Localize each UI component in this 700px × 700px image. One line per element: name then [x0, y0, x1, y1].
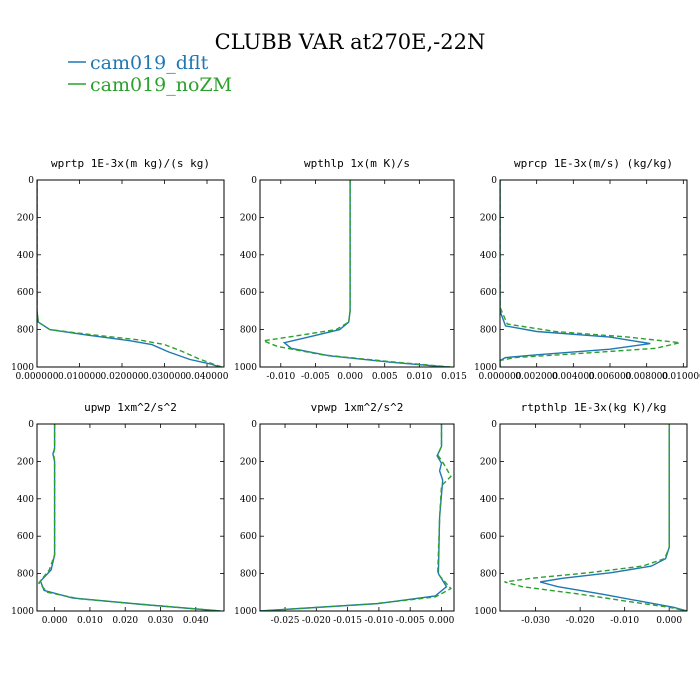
y-tick-label: 600 [17, 288, 34, 298]
x-tick-label: 0.020 [112, 616, 138, 626]
x-tick-label: 0.000 [429, 616, 455, 626]
y-tick-label: 1000 [474, 607, 497, 617]
y-tick-label: 200 [480, 213, 497, 223]
figure-title: CLUBB VAR at270E,-22N [215, 30, 486, 54]
y-tick-label: 0 [251, 420, 257, 430]
panel-2: wpthlp 1x(m K)/s 0 200 400 600 800 1000 -0.010-… [234, 157, 467, 382]
x-tick-label: 0.030 [148, 616, 174, 626]
series-line-cam019_noZM [504, 424, 687, 611]
panel-title: vpwp 1xm^2/s^2 [311, 401, 404, 414]
legend-label-nozm: cam019_noZM [90, 74, 232, 96]
y-tick-label: 600 [17, 532, 34, 542]
x-tick-label: 0.000 [42, 616, 68, 626]
x-tick-label: -0.005 [301, 372, 330, 382]
y-tick-label: 200 [240, 213, 257, 223]
y-tick-label: 400 [240, 495, 257, 505]
series-line-cam019_noZM [260, 180, 451, 367]
y-tick-label: 1000 [11, 363, 34, 373]
plot-frame [499, 423, 688, 612]
y-tick-label: 400 [240, 251, 257, 261]
x-tick-label: 0.020000 [101, 372, 144, 382]
x-tick-label: 0.040 [183, 616, 209, 626]
panel-title: wpthlp 1x(m K)/s [304, 157, 410, 170]
y-tick-label: 0 [28, 176, 34, 186]
x-tick-label: -0.005 [396, 616, 425, 626]
plot-frame [36, 423, 225, 612]
y-tick-label: 1000 [234, 363, 257, 373]
x-tick-label: 0.004000 [552, 372, 595, 382]
y-tick-label: 1000 [474, 363, 497, 373]
x-tick-label: 0.000000 [16, 372, 59, 382]
x-tick-label: -0.025 [271, 616, 300, 626]
y-tick-label: 800 [17, 570, 34, 580]
x-tick-label: 0.015 [441, 372, 467, 382]
y-tick-label: 0 [251, 176, 257, 186]
x-tick-label: -0.030 [521, 616, 550, 626]
series-line-cam019_noZM [37, 180, 223, 367]
y-tick-label: 600 [480, 288, 497, 298]
y-tick-label: 800 [240, 326, 257, 336]
y-tick-label: 0 [491, 176, 497, 186]
x-tick-label: -0.010 [364, 616, 393, 626]
y-tick-label: 800 [480, 570, 497, 580]
plot-frame [259, 423, 455, 612]
y-tick-label: 400 [480, 495, 497, 505]
panels: wprtp 1E-3x(m kg)/(s kg) 0 200 400 600 800 100… [11, 157, 700, 626]
panel-title: upwp 1xm^2/s^2 [84, 401, 177, 414]
y-tick-label: 1000 [234, 607, 257, 617]
legend: cam019_dflt cam019_noZM [68, 52, 232, 96]
plot-frame [259, 179, 455, 368]
y-tick-label: 400 [17, 495, 34, 505]
x-tick-label: 0.000 [337, 372, 363, 382]
panel-title: wprcp 1E-3x(m/s) (kg/kg) [514, 157, 673, 170]
y-tick-label: 800 [240, 570, 257, 580]
series-line-cam019_noZM [500, 180, 680, 367]
y-tick-label: 800 [17, 326, 34, 336]
x-tick-label: -0.020 [302, 616, 331, 626]
y-tick-label: 400 [480, 251, 497, 261]
x-tick-label: 0.010000 [58, 372, 101, 382]
x-tick-label: 0.002000 [515, 372, 558, 382]
x-tick-label: -0.015 [333, 616, 362, 626]
y-tick-label: 200 [17, 213, 34, 223]
y-tick-label: 200 [17, 457, 34, 467]
panel-1: wprtp 1E-3x(m kg)/(s kg) 0 200 400 600 800 100… [11, 157, 229, 382]
panel-6: rtpthlp 1E-3x(kg K)/kg 0 200 400 600 800 1000 -… [474, 401, 688, 626]
x-tick-label: 0.008000 [625, 372, 668, 382]
x-tick-label: 0.000000 [479, 372, 522, 382]
x-tick-label: 0.010 [406, 372, 432, 382]
legend-label-dflt: cam019_dflt [90, 52, 209, 74]
x-tick-label: 0.010000 [662, 372, 700, 382]
y-tick-label: 0 [491, 420, 497, 430]
panel-4: upwp 1xm^2/s^2 0 200 400 600 800 1000 0.000 0.01… [11, 401, 225, 626]
x-tick-label: 0.005 [372, 372, 398, 382]
x-tick-label: -0.020 [566, 616, 595, 626]
y-tick-label: 0 [28, 420, 34, 430]
plot-frame [36, 179, 225, 368]
y-tick-label: 1000 [11, 607, 34, 617]
panel-title: rtpthlp 1E-3x(kg K)/kg [521, 401, 667, 414]
x-tick-label: 0.000 [656, 616, 682, 626]
panel-title: wprtp 1E-3x(m kg)/(s kg) [51, 157, 210, 170]
x-tick-label: -0.010 [610, 616, 639, 626]
y-tick-label: 400 [17, 251, 34, 261]
x-tick-label: 0.040000 [186, 372, 229, 382]
y-tick-label: 200 [240, 457, 257, 467]
series-line-cam019_noZM [37, 424, 221, 611]
plot-frame [499, 179, 688, 368]
y-tick-label: 600 [240, 288, 257, 298]
y-tick-label: 200 [480, 457, 497, 467]
y-tick-label: 600 [480, 532, 497, 542]
y-tick-label: 800 [480, 326, 497, 336]
x-tick-label: 0.010 [77, 616, 103, 626]
x-tick-label: -0.010 [266, 372, 295, 382]
panel-3: wprcp 1E-3x(m/s) (kg/kg) 0 200 400 600 800 100… [474, 157, 700, 382]
series-line-cam019_dflt [500, 180, 651, 367]
x-tick-label: 0.030000 [143, 372, 186, 382]
x-tick-label: 0.006000 [589, 372, 632, 382]
y-tick-label: 600 [240, 532, 257, 542]
series-line-cam019_dflt [539, 424, 687, 611]
